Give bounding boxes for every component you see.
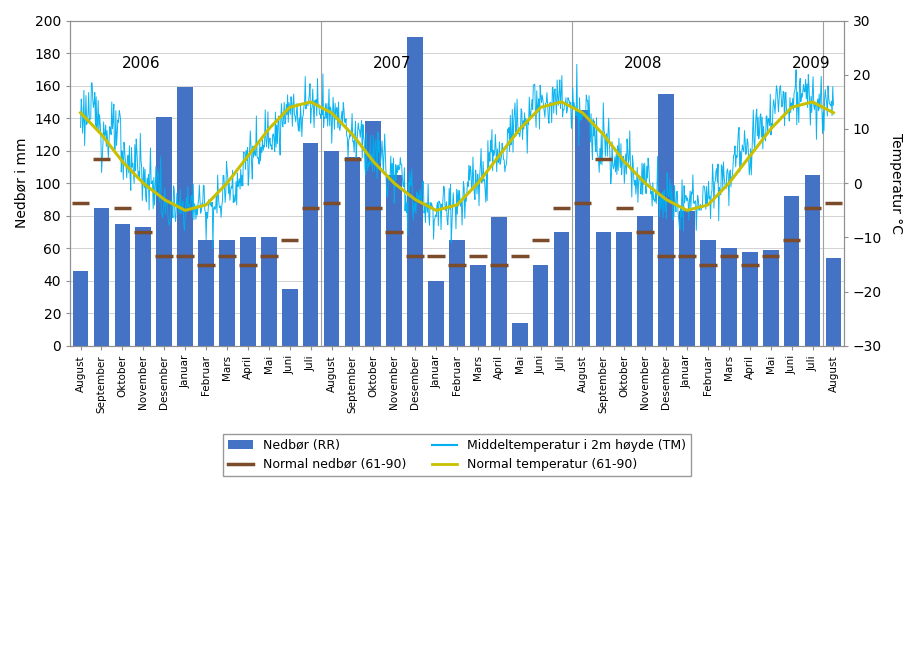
Bar [512,323,528,346]
Bar [408,37,423,346]
Bar [575,110,590,346]
Bar [240,237,256,346]
Bar [700,240,716,346]
Bar [177,87,193,346]
Bar [617,232,633,346]
Bar [156,117,172,346]
Bar [784,196,800,346]
Bar [596,232,611,346]
Bar [386,175,402,346]
Legend: Nedbør (RR), Normal nedbør (61-90), Middeltemperatur i 2m høyde (TM), Normal tem: Nedbør (RR), Normal nedbør (61-90), Midd… [223,434,690,476]
Text: 2009: 2009 [791,56,830,71]
Bar [679,211,695,346]
Bar [324,151,340,346]
Y-axis label: Temperatur °C: Temperatur °C [889,133,903,234]
Bar [805,175,821,346]
Bar [115,224,130,346]
Bar [365,121,381,346]
Bar [532,265,548,346]
Bar [344,157,360,346]
Bar [658,93,674,346]
Bar [449,240,465,346]
Text: 2007: 2007 [374,56,412,71]
Bar [136,227,151,346]
Bar [470,265,486,346]
Bar [428,281,444,346]
Bar [742,252,757,346]
Bar [94,208,109,346]
Text: 2008: 2008 [624,56,663,71]
Bar [219,240,235,346]
Bar [825,258,841,346]
Bar [73,271,88,346]
Bar [303,143,319,346]
Bar [554,232,569,346]
Bar [491,217,507,346]
Bar [721,249,737,346]
Bar [261,237,276,346]
Bar [198,240,214,346]
Text: 2006: 2006 [122,56,161,71]
Y-axis label: Nedbør i mm: Nedbør i mm [15,138,29,228]
Bar [282,289,297,346]
Bar [637,216,653,346]
Bar [763,250,778,346]
